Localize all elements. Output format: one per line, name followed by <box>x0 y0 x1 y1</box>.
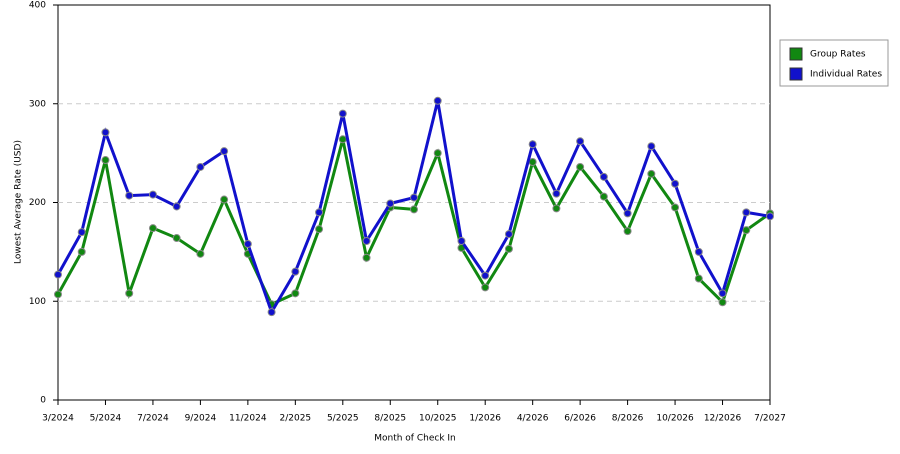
point <box>196 162 205 171</box>
point <box>671 203 680 212</box>
point <box>576 162 585 171</box>
point <box>599 172 608 181</box>
point <box>647 169 656 178</box>
point <box>362 253 371 262</box>
point <box>742 208 751 217</box>
point <box>742 226 751 235</box>
point <box>410 193 418 202</box>
x-tick-label: 6/2026 <box>564 414 596 424</box>
y-axis-label: Lowest Average Rate (USD) <box>14 140 24 264</box>
point <box>386 199 395 208</box>
x-tick-label: 8/2026 <box>612 414 644 424</box>
x-tick-label: 3/2024 <box>42 414 74 424</box>
y-tick-label: 200 <box>29 198 46 208</box>
point <box>54 290 62 299</box>
point <box>481 283 490 292</box>
point <box>338 109 347 118</box>
point <box>718 298 727 307</box>
point <box>623 209 632 218</box>
point <box>125 289 134 298</box>
point <box>410 205 418 214</box>
point <box>243 239 252 248</box>
point <box>172 202 181 211</box>
point <box>623 227 632 236</box>
x-tick-label: 11/2024 <box>229 414 267 424</box>
point <box>671 179 680 188</box>
y-tick-label: 300 <box>29 99 46 109</box>
point <box>528 140 537 149</box>
x-tick-label: 5/2025 <box>327 414 359 424</box>
x-tick-label: 1/2026 <box>469 414 501 424</box>
x-tick-label: 2/2025 <box>279 414 311 424</box>
point <box>457 237 466 246</box>
point <box>125 191 134 200</box>
point <box>148 190 157 199</box>
x-tick-label: 10/2025 <box>419 414 456 424</box>
point <box>338 135 347 144</box>
point <box>196 249 205 258</box>
point <box>504 244 513 253</box>
point <box>315 225 324 234</box>
point <box>172 234 181 243</box>
point <box>315 208 324 217</box>
point <box>766 212 774 221</box>
point <box>433 149 442 158</box>
x-axis-label: Month of Check In <box>374 434 456 444</box>
point <box>77 228 86 237</box>
point <box>599 192 608 201</box>
point <box>694 247 703 256</box>
x-tick-label: 7/2024 <box>137 414 169 424</box>
x-tick-label: 9/2024 <box>185 414 217 424</box>
x-tick-label: 7/2027 <box>754 414 786 424</box>
x-tick-label: 5/2024 <box>90 414 122 424</box>
point <box>101 156 110 165</box>
point <box>433 96 442 105</box>
point <box>291 289 300 298</box>
point <box>647 142 656 151</box>
point <box>101 128 110 137</box>
point <box>148 224 157 233</box>
y-tick-label: 0 <box>40 396 46 406</box>
point <box>576 137 585 146</box>
x-tick-label: 10/2026 <box>656 414 694 424</box>
point <box>54 270 62 279</box>
point <box>718 289 727 298</box>
point <box>552 204 561 213</box>
point <box>291 267 300 276</box>
point <box>694 274 703 283</box>
x-tick-label: 8/2025 <box>374 414 406 424</box>
point <box>267 308 276 317</box>
point <box>220 147 229 156</box>
legend-swatch <box>789 67 803 81</box>
x-tick-label: 12/2026 <box>704 414 742 424</box>
point <box>362 237 371 246</box>
legend-label: Individual Rates <box>810 70 882 80</box>
y-tick-label: 400 <box>29 1 46 11</box>
point <box>552 189 561 198</box>
point <box>77 247 86 256</box>
y-tick-label: 100 <box>29 297 46 307</box>
legend-label: Group Rates <box>810 50 866 60</box>
x-tick-label: 4/2026 <box>517 414 549 424</box>
point <box>504 230 513 239</box>
point <box>528 158 537 167</box>
legend-swatch <box>789 47 803 61</box>
point <box>220 195 229 204</box>
point <box>481 271 490 280</box>
